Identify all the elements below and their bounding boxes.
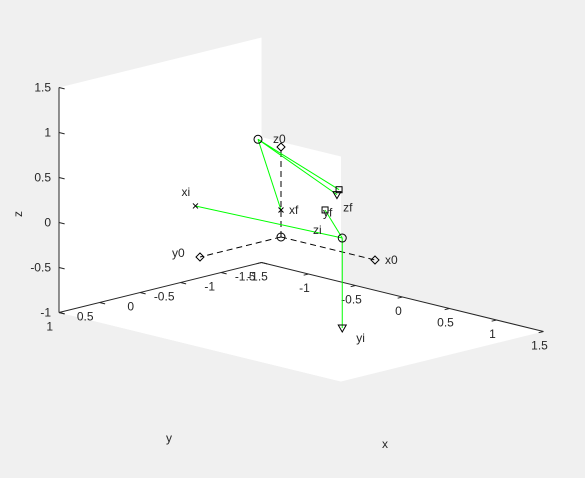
x-tick-label-2: -0.5 [341,293,362,307]
z-axis-label: z [11,211,25,217]
x-tick-label-1: -1 [299,281,310,295]
final-xf-line [257,139,282,211]
y-tick-label-2: -0.5 [154,290,175,304]
z-tick-5 [58,87,65,90]
x-tick-label-6: 1.5 [531,339,548,353]
y-tick-4 [99,302,106,305]
final-xf-marker [278,207,284,213]
y-tick-label-4: 0.5 [77,310,94,324]
label-y0: y0 [172,246,185,260]
x-tick-4 [444,308,450,311]
z-tick-label-3: 0.5 [34,171,51,185]
label-yi: yi [356,331,365,345]
reference-origin-marker [276,232,286,242]
z-tick-label-2: 0 [44,216,51,230]
initial-xi-line [195,205,343,239]
z-tick-3 [58,177,65,180]
label-yf: yf [323,206,333,220]
z-tick-label-4: 1 [44,126,51,140]
reference-y0-marker [195,252,205,262]
label-xf: xf [289,203,299,217]
y-axis-label: y [166,431,172,445]
x-tick-label-5: 1 [489,327,496,341]
final-origin-marker [253,134,263,144]
initial-origin-marker [337,233,347,243]
y-tick-0 [261,262,268,265]
initial-zi-marker [321,206,329,214]
y-tick-label-3: 0 [127,300,134,314]
final-zf-marker [335,186,343,194]
frame-markers [192,134,380,334]
axes-box [59,37,544,382]
label-z0: z0 [273,132,286,146]
label-zf: zf [343,201,353,215]
label-x0: x0 [385,253,398,267]
z-tick-1 [58,267,65,270]
left-wall-face [59,37,262,313]
tick-marks [58,87,544,334]
label-xi: xi [181,185,190,199]
final-zf-line [257,138,340,191]
label-zi: zi [313,223,322,237]
reference-z0-marker [276,142,286,152]
z-tick-label-5: 1.5 [34,81,51,95]
z-tick-label-0: -1 [40,306,51,320]
y-tick-1 [220,272,227,275]
y-tick-2 [180,282,187,285]
reference-x0-line [280,236,376,261]
z-tick-2 [58,222,65,225]
x-tick-label-3: 0 [395,304,402,318]
initial-yi-marker [337,324,348,334]
x-tick-label-4: 0.5 [437,316,454,330]
tick-labels: -1.5-1-0.500.511.5-1.5-1-0.500.51-1-0.50… [30,81,548,353]
final-yf-marker [332,191,342,200]
reference-y0-line [199,236,282,258]
y-tick-label-5: 1 [46,320,53,334]
y-axis-line [58,262,262,313]
x-tick-0 [256,262,262,265]
x-tick-3 [397,296,403,299]
final-yf-line [257,138,338,196]
x-tick-1 [303,273,309,276]
initial-zi-line [324,209,343,239]
x-axis-label: x [382,437,388,451]
z-tick-0 [58,312,65,315]
reference-x0-marker [370,255,380,265]
x-tick-5 [491,319,497,322]
initial-xi-marker [192,203,199,209]
x-tick-label-0: -1.5 [247,270,268,284]
y-tick-label-1: -1 [204,280,215,294]
y-tick-label-0: -1.5 [235,270,256,284]
x-tick-2 [350,285,356,288]
frame-series [195,138,376,329]
z-tick-4 [58,132,65,135]
y-tick-3 [139,292,146,295]
z-tick-label-1: -0.5 [30,261,51,275]
x-tick-6 [538,331,544,334]
